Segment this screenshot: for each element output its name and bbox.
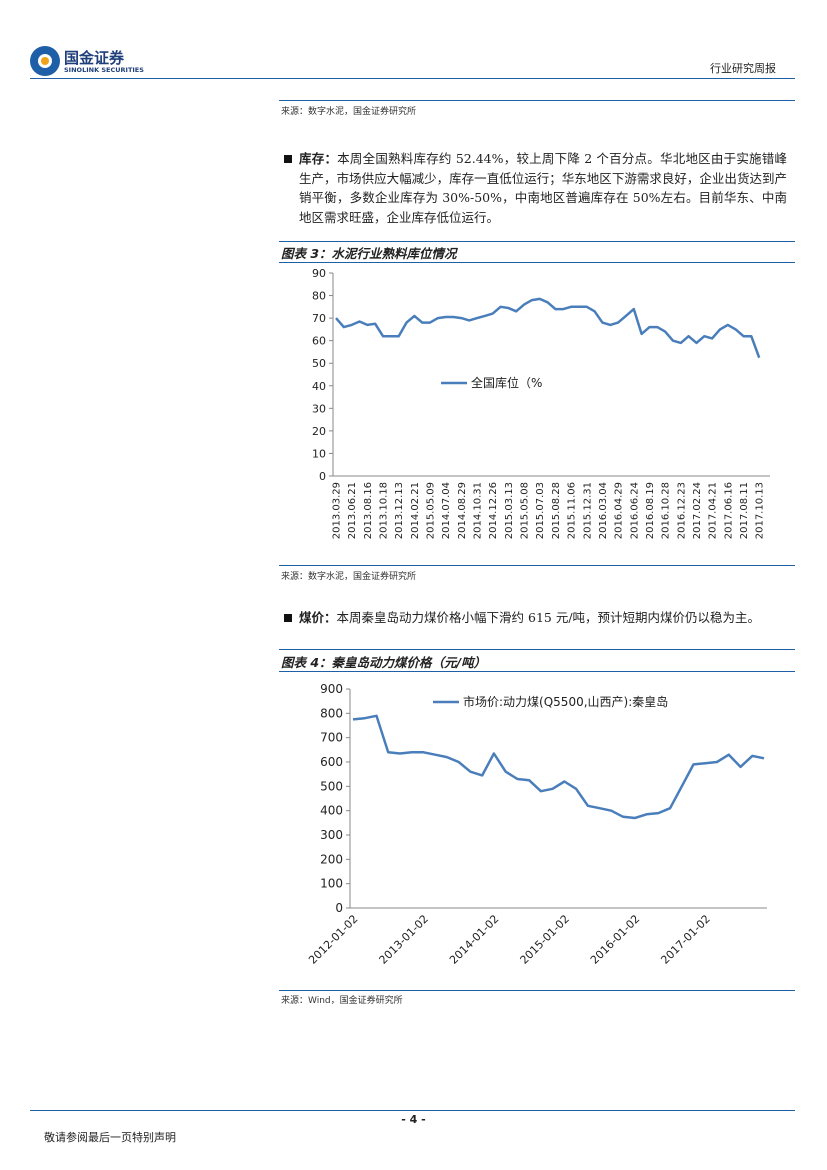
report-type: 行业研究周报 <box>710 62 776 75</box>
logo-name: 国金证券 <box>64 49 125 67</box>
source: 来源：数字水泥，国金证券研究所 <box>281 572 417 582</box>
x-tick-label: 2015.12.31 <box>582 482 593 539</box>
y-tick-label: 10 <box>312 447 326 460</box>
x-tick-label: 2013.06.21 <box>347 482 358 539</box>
x-tick-label: 2014.08.29 <box>457 482 468 539</box>
x-tick-label: 2012-01-02 <box>306 912 360 966</box>
chart: 0 10 20 30 40 50 60 70 80 90 全国库位（% 2013.03.29 2013.… <box>312 267 770 539</box>
y-tick-label: 80 <box>312 290 326 303</box>
legend-label: 全国库位（% <box>471 375 542 390</box>
x-tick-label: 2016.12.23 <box>676 482 687 539</box>
x-tick-label: 2013.08.16 <box>363 482 374 539</box>
y-tick-label: 800 <box>320 706 343 720</box>
y-tick-label: 20 <box>312 425 326 438</box>
figure-title: 图表 4：秦皇岛动力煤价格（元/吨） <box>281 655 487 670</box>
data-line <box>352 714 765 820</box>
y-tick-label: 60 <box>312 335 326 348</box>
y-tick-label: 40 <box>312 380 326 393</box>
legend-label: 市场价:动力煤(Q5500,山西产):秦皇岛 <box>463 694 668 709</box>
x-tick-label: 2017.08.11 <box>739 482 750 539</box>
rule <box>279 649 795 650</box>
page-number: - 4 - <box>401 1113 426 1126</box>
x-tick-label: 2016.10.28 <box>661 482 672 539</box>
x-tick-label: 2015.08.28 <box>551 482 562 539</box>
logo-icon <box>30 46 60 76</box>
x-tick-label: 2016-01-02 <box>588 912 642 966</box>
para-label: 库存： <box>299 151 338 166</box>
rule <box>279 565 795 566</box>
data-line <box>335 297 761 359</box>
x-tick-label: 2014.02.21 <box>410 482 421 539</box>
footer-rule <box>30 1110 795 1111</box>
bullet <box>284 614 292 622</box>
x-tick-label: 2016.04.29 <box>614 482 625 539</box>
header-rule <box>30 78 795 79</box>
para-text: 本周全国熟料库存约 52.44%，较上周下降 2 个百分点。华北地区由于实施错峰… <box>299 151 787 225</box>
x-tick-label: 2014.10.31 <box>473 482 484 539</box>
para-label: 煤价： <box>299 610 337 625</box>
x-tick-label: 2013.10.18 <box>379 482 390 539</box>
x-tick-label: 2014.12.26 <box>488 482 499 539</box>
y-tick-label: 50 <box>312 357 326 370</box>
x-tick-label: 2014.07.04 <box>441 482 452 539</box>
x-tick-label: 2017.04.21 <box>708 482 719 539</box>
x-tick-label: 2013-01-02 <box>377 912 431 966</box>
y-tick-label: 0 <box>319 470 326 483</box>
x-tick-label: 2016.08.19 <box>645 482 656 539</box>
x-tick-label: 2014-01-02 <box>447 912 501 966</box>
x-tick-label: 2013.12.13 <box>394 482 405 539</box>
x-tick-label: 2017.06.16 <box>723 482 734 539</box>
source: 来源：Wind，国金证券研究所 <box>281 996 403 1006</box>
x-tick-label: 2015.07.03 <box>535 482 546 539</box>
x-tick-label: 2015.05.08 <box>520 482 531 539</box>
para-text: 本周秦皇岛动力煤价格小幅下滑约 615 元/吨，预计短期内煤价仍以稳为主。 <box>336 610 761 625</box>
x-tick-label: 2016.06.24 <box>629 482 640 539</box>
y-tick-label: 700 <box>320 731 343 745</box>
rule <box>279 671 795 672</box>
y-tick-label: 600 <box>320 755 343 769</box>
y-tick-label: 500 <box>320 779 343 793</box>
paragraph: 库存：本周全国熟料库存约 52.44%，较上周下降 2 个百分点。华北地区由于实… <box>299 149 787 227</box>
source: 来源：数字水泥，国金证券研究所 <box>281 107 417 117</box>
paragraph: 煤价：本周秦皇岛动力煤价格小幅下滑约 615 元/吨，预计短期内煤价仍以稳为主。 <box>299 608 787 628</box>
y-tick-label: 70 <box>312 312 326 325</box>
x-tick-label: 2015.11.06 <box>567 482 578 539</box>
x-tick-label: 2015-01-02 <box>518 912 572 966</box>
x-tick-label: 2016.03.04 <box>598 482 609 539</box>
y-tick-label: 300 <box>320 828 343 842</box>
chart: 0 100 200 300 400 500 600 700 800 900 市场价:动力煤(Q550… <box>306 682 767 967</box>
y-tick-label: 200 <box>320 852 343 866</box>
bullet <box>284 155 292 163</box>
rule <box>279 990 795 991</box>
x-tick-label: 2017-01-02 <box>658 912 712 966</box>
y-tick-label: 100 <box>320 877 343 891</box>
x-tick-label: 2015.03.13 <box>504 482 515 539</box>
y-tick-label: 900 <box>320 682 343 696</box>
x-tick-label: 2013.03.29 <box>332 482 343 539</box>
logo-sub: SINOLINK SECURITIES <box>64 66 144 74</box>
disclaimer: 敬请参阅最后一页特别声明 <box>44 1131 176 1144</box>
x-tick-label: 2017.10.13 <box>755 482 766 539</box>
y-tick-label: 30 <box>312 402 326 415</box>
x-tick-label: 2015.05.09 <box>426 482 437 539</box>
y-tick-label: 0 <box>335 901 343 915</box>
y-tick-label: 90 <box>312 267 326 280</box>
rule <box>279 241 795 242</box>
rule <box>279 262 795 263</box>
figure-title: 图表 3：水泥行业熟料库位情况 <box>281 246 457 261</box>
x-tick-label: 2017.02.24 <box>692 482 703 539</box>
rule <box>279 100 795 101</box>
y-tick-label: 400 <box>320 804 343 818</box>
